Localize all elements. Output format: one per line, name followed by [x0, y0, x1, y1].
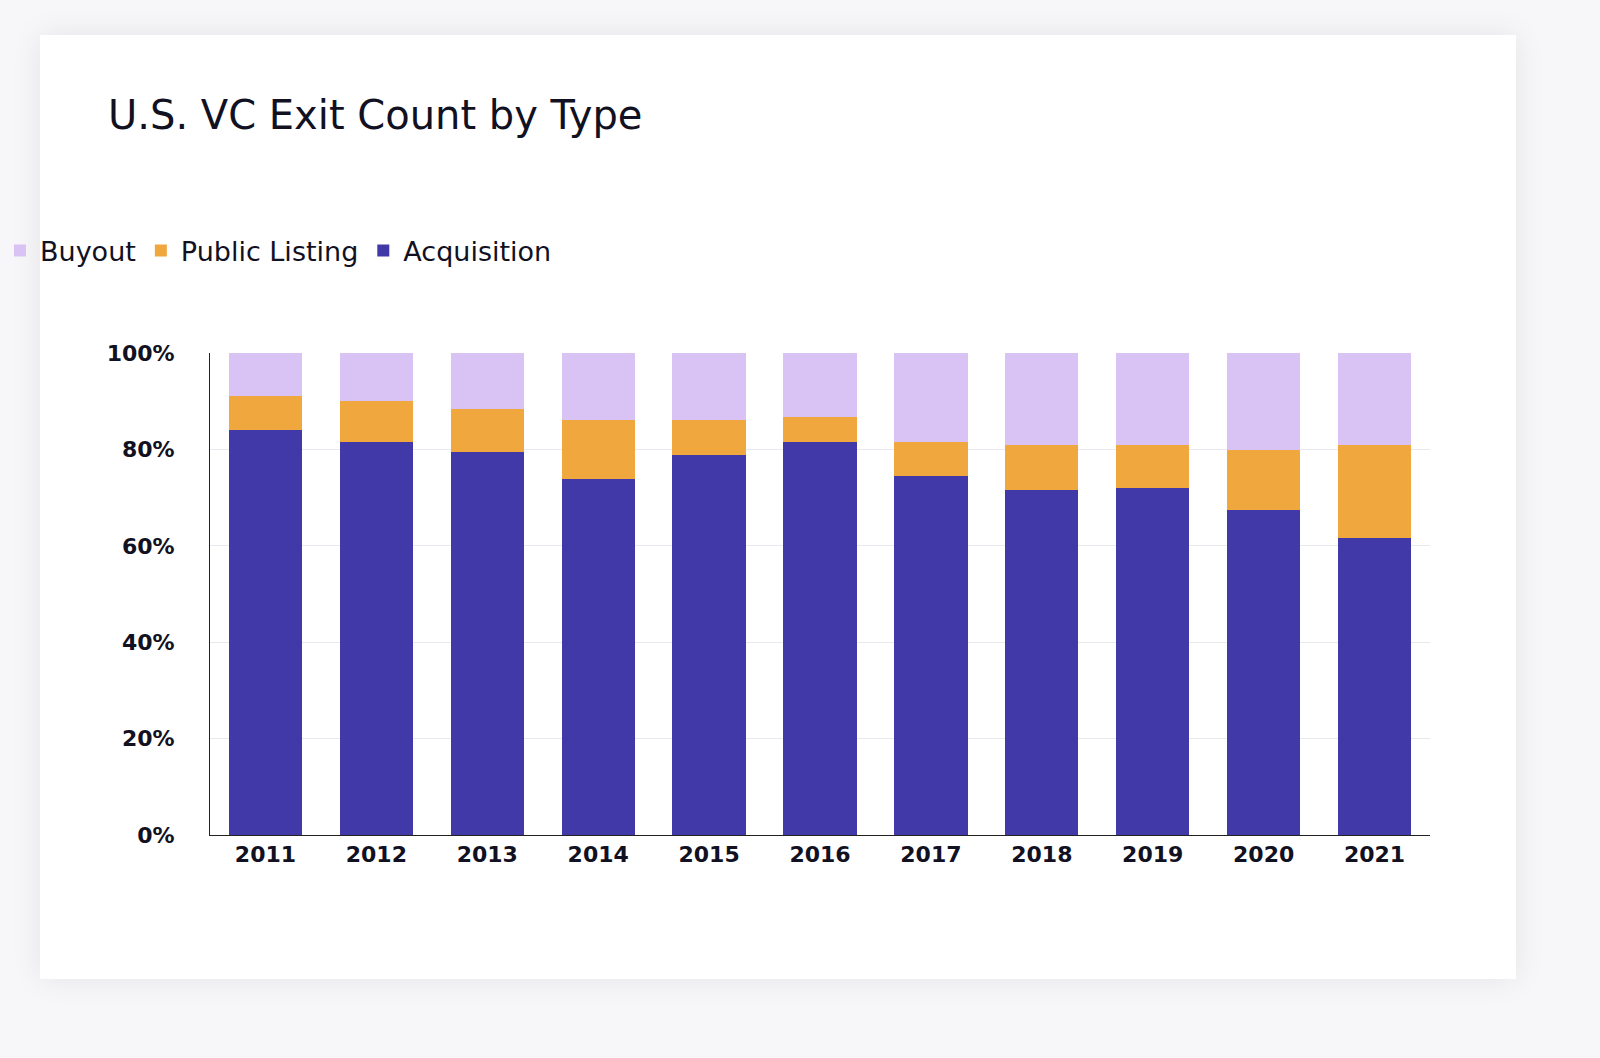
- svg-text:100%: 100%: [107, 341, 175, 366]
- svg-text:80%: 80%: [122, 437, 175, 462]
- svg-text:2012: 2012: [346, 842, 407, 867]
- svg-text:2020: 2020: [1233, 842, 1294, 867]
- svg-text:2017: 2017: [900, 842, 961, 867]
- svg-text:Acquisition: Acquisition: [403, 236, 551, 267]
- svg-text:0%: 0%: [137, 823, 174, 848]
- svg-text:2015: 2015: [678, 842, 739, 867]
- svg-text:60%: 60%: [122, 534, 175, 559]
- svg-text:2013: 2013: [457, 842, 518, 867]
- svg-text:20%: 20%: [122, 726, 175, 751]
- svg-text:2018: 2018: [1011, 842, 1072, 867]
- svg-text:U.S. VC Exit Count by Type: U.S. VC Exit Count by Type: [108, 92, 642, 138]
- svg-text:2021: 2021: [1344, 842, 1405, 867]
- svg-text:2016: 2016: [789, 842, 850, 867]
- svg-text:Public Listing: Public Listing: [181, 236, 358, 267]
- svg-text:Buyout: Buyout: [40, 236, 136, 267]
- svg-text:40%: 40%: [122, 630, 175, 655]
- svg-text:2014: 2014: [568, 842, 629, 867]
- svg-text:2011: 2011: [235, 842, 296, 867]
- svg-text:2019: 2019: [1122, 842, 1183, 867]
